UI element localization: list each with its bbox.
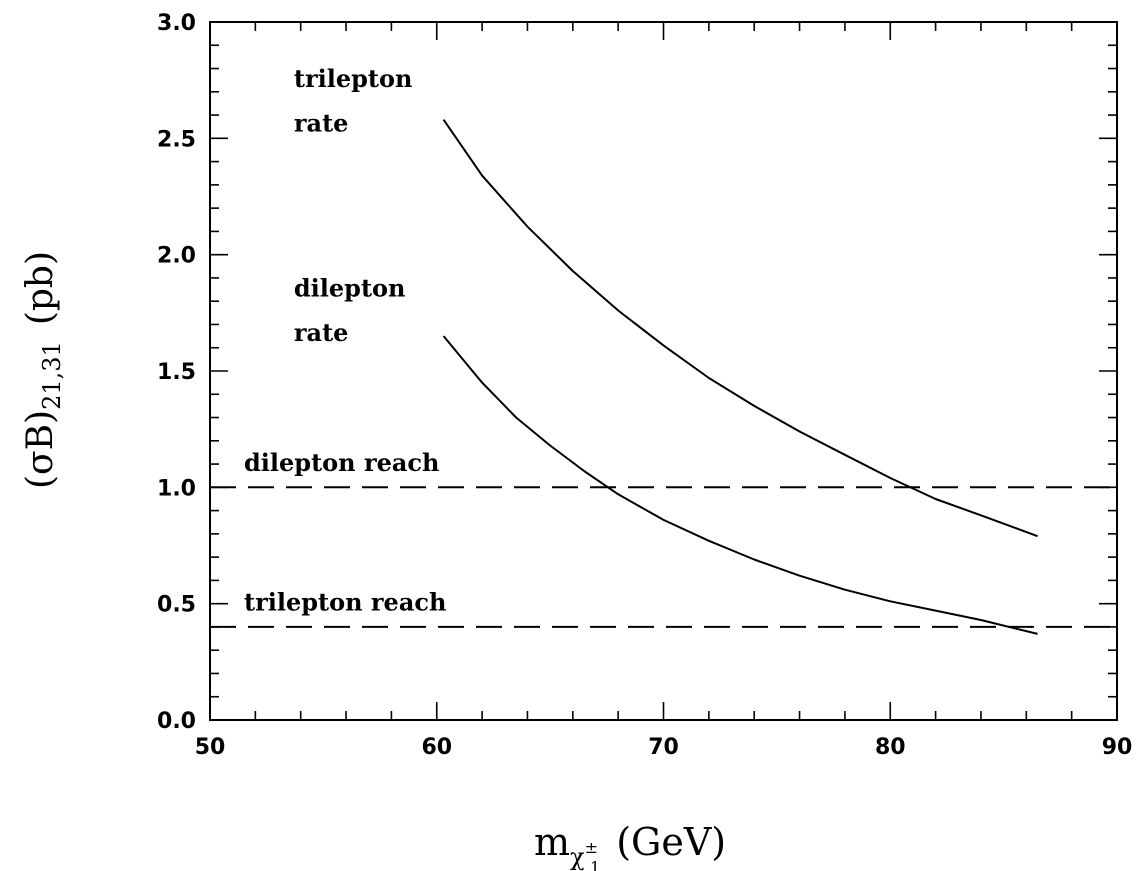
- y-tick-label: 0.5: [157, 593, 196, 618]
- x-tick-label: 90: [1102, 735, 1133, 760]
- x-axis-title: mχ± 1 (GeV): [534, 820, 726, 871]
- y-tick-label: 0.0: [157, 709, 196, 734]
- y-tick-label: 2.5: [157, 127, 196, 152]
- series-trilepton-line: [442, 119, 1038, 538]
- x-axis-unit: (GeV): [616, 820, 726, 864]
- series-lines: [210, 119, 1117, 635]
- x-axis-subscript-sup: ±: [585, 838, 598, 857]
- annotation-dilepton-reach: dilepton reach: [244, 448, 440, 477]
- x-tick-label: 50: [195, 735, 226, 760]
- plot-frame: [209, 21, 1118, 721]
- annotation-trilepton-rate: rate: [294, 108, 349, 137]
- y-axis-main: (σB): [20, 410, 61, 489]
- x-tick-label: 80: [875, 735, 906, 760]
- y-tick-label: 3.0: [157, 11, 196, 36]
- x-axis-subscript-sub: 1: [590, 858, 600, 871]
- annotations: trilepton rate dilepton rate dilepton reach t…: [244, 64, 446, 617]
- x-axis-subscript: χ: [570, 843, 585, 871]
- annotation-dilepton-rate: dilepton: [294, 274, 406, 303]
- x-axis-main: m: [534, 820, 570, 864]
- y-axis-unit: (pb): [20, 251, 61, 325]
- annotation-trilepton-rate: trilepton: [294, 64, 413, 93]
- annotation-dilepton-rate: rate: [294, 318, 349, 347]
- series-dilepton-line: [442, 335, 1038, 635]
- tick-labels: 50 60 70 80 90 0.0 0.5 1.0 1.5 2.0 2.5 3.0: [157, 11, 1132, 760]
- y-axis-subscript: 21,31: [38, 341, 66, 410]
- y-tick-label: 1.0: [157, 476, 196, 501]
- y-tick-label: 2.0: [157, 244, 196, 269]
- annotation-trilepton-reach: trilepton reach: [244, 588, 446, 617]
- y-axis-title: (σB)21,31 (pb): [20, 251, 66, 489]
- y-tick-label: 1.5: [157, 360, 196, 385]
- x-tick-label: 60: [421, 735, 452, 760]
- x-tick-label: 70: [648, 735, 679, 760]
